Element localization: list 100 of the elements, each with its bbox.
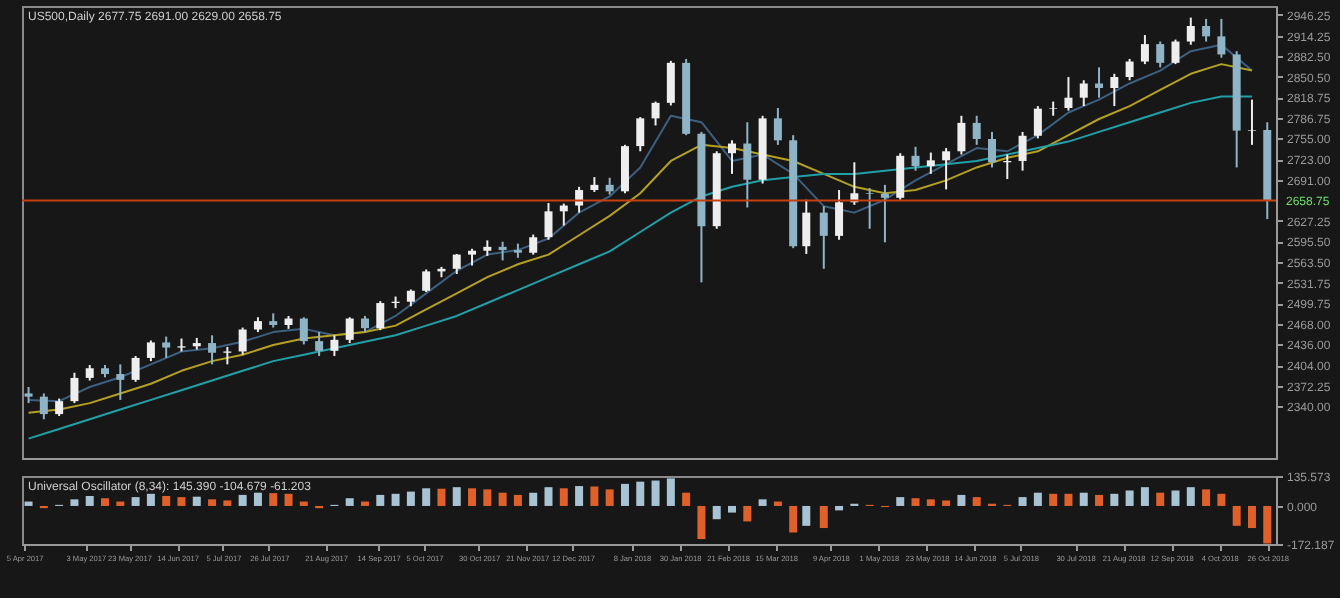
candlestick: [208, 334, 217, 366]
bar: [590, 486, 599, 506]
candlestick: [162, 335, 171, 359]
bar: [513, 494, 522, 506]
bar: [651, 480, 660, 506]
candlestick: [498, 240, 507, 262]
bar: [819, 505, 828, 529]
bar: [728, 505, 737, 513]
bar: [146, 493, 155, 506]
bar: [1064, 493, 1073, 506]
bar: [835, 505, 844, 511]
bar: [1110, 493, 1119, 506]
candlestick: [1110, 72, 1119, 108]
candlestick: [911, 145, 920, 172]
candlestick: [743, 121, 752, 209]
candlestick: [1095, 66, 1104, 99]
bar: [437, 488, 446, 506]
candlestick: [942, 147, 951, 191]
bar: [70, 499, 79, 506]
bar: [682, 492, 691, 506]
candlestick: [1079, 79, 1088, 108]
bar: [911, 498, 920, 506]
candlestick: [345, 316, 354, 345]
candlestick: [1064, 76, 1073, 112]
bar: [758, 499, 767, 506]
bar: [192, 496, 201, 506]
bar: [498, 492, 507, 506]
candlestick: [70, 371, 79, 405]
bar: [208, 499, 217, 506]
candlestick: [926, 151, 935, 175]
candlestick: [1171, 38, 1180, 66]
bar: [1079, 492, 1088, 506]
candlestick: [146, 339, 155, 363]
candlestick: [773, 107, 782, 146]
bar: [620, 483, 629, 506]
bar: [468, 488, 477, 506]
bar: [1171, 490, 1180, 506]
bar: [1263, 505, 1272, 544]
candlestick: [1217, 17, 1226, 59]
candlestick: [452, 252, 461, 275]
candlestick: [1202, 17, 1211, 43]
bar: [1125, 490, 1134, 506]
bar: [636, 481, 645, 506]
bar: [1049, 493, 1058, 506]
bar: [896, 497, 905, 506]
bar: [1217, 493, 1226, 506]
bar: [942, 500, 951, 506]
candlestick: [620, 143, 629, 195]
candlestick: [636, 116, 645, 153]
bar: [101, 498, 110, 506]
bar: [957, 494, 966, 506]
candlestick: [1125, 57, 1134, 82]
candlestick: [1156, 40, 1165, 69]
bar: [1247, 505, 1256, 529]
bar: [789, 505, 798, 533]
candlestick: [315, 331, 324, 357]
bar: [666, 478, 675, 506]
candlestick: [972, 114, 981, 146]
candlestick: [544, 201, 553, 241]
candlestick: [116, 363, 125, 401]
bar: [422, 488, 431, 506]
candlestick: [330, 334, 339, 357]
candlestick: [1018, 130, 1027, 172]
bar: [223, 500, 232, 506]
bar: [284, 493, 293, 506]
candlestick: [802, 198, 811, 255]
candlestick: [1049, 100, 1058, 117]
bar: [1018, 497, 1027, 506]
candlestick: [728, 139, 737, 175]
candlestick: [1033, 105, 1042, 140]
candlestick: [299, 316, 308, 346]
bar: [253, 492, 262, 506]
bar: [483, 489, 492, 506]
bar: [1232, 505, 1241, 526]
bar: [926, 499, 935, 506]
candlestick: [39, 392, 48, 421]
line-series: [27, 95, 1253, 440]
bar: [1140, 487, 1149, 506]
candlestick: [238, 326, 247, 356]
candlestick: [957, 114, 966, 156]
bar: [697, 505, 706, 540]
bar: [345, 498, 354, 506]
bar: [452, 487, 461, 506]
bar: [575, 486, 584, 506]
candlestick: [529, 233, 538, 256]
candlestick: [1140, 34, 1149, 66]
bar: [177, 497, 186, 506]
bar: [1033, 492, 1042, 506]
bar: [712, 505, 721, 520]
candlestick: [1247, 98, 1256, 146]
bar: [743, 505, 752, 522]
candlestick: [1186, 16, 1195, 46]
candlestick: [422, 268, 431, 294]
candlestick: [651, 100, 660, 127]
bar: [238, 494, 247, 506]
bar: [391, 493, 400, 506]
bar: [605, 489, 614, 506]
candlestick: [880, 183, 889, 244]
candlestick: [835, 189, 844, 241]
bar: [802, 505, 811, 526]
